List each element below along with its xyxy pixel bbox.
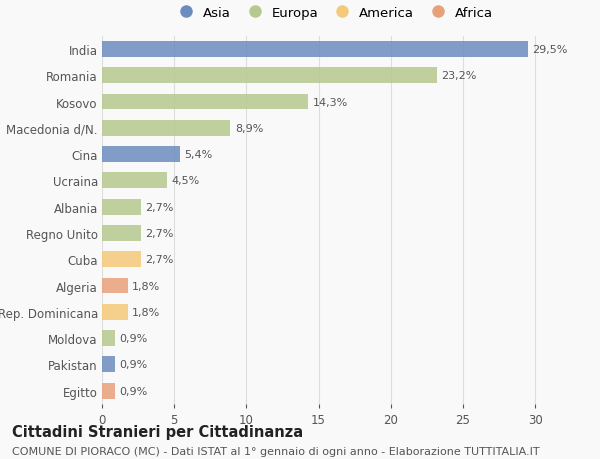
Text: 2,7%: 2,7%	[145, 229, 173, 238]
Text: 5,4%: 5,4%	[184, 150, 212, 160]
Bar	[102, 304, 128, 320]
Legend: Asia, Europa, America, Africa: Asia, Europa, America, Africa	[173, 6, 493, 20]
Text: 14,3%: 14,3%	[313, 97, 348, 107]
Text: 8,9%: 8,9%	[235, 123, 263, 134]
Bar	[102, 252, 141, 268]
Bar	[102, 225, 141, 241]
Text: 1,8%: 1,8%	[133, 307, 161, 317]
Text: 29,5%: 29,5%	[532, 45, 568, 55]
Text: Cittadini Stranieri per Cittadinanza: Cittadini Stranieri per Cittadinanza	[12, 425, 303, 440]
Text: 2,7%: 2,7%	[145, 202, 173, 212]
Bar	[102, 357, 115, 372]
Text: 0,9%: 0,9%	[119, 386, 148, 396]
Bar	[102, 95, 308, 110]
Bar	[102, 383, 115, 399]
Bar	[102, 42, 528, 58]
Bar	[102, 121, 230, 136]
Text: 4,5%: 4,5%	[172, 176, 200, 186]
Bar	[102, 330, 115, 346]
Bar	[102, 199, 141, 215]
Text: 23,2%: 23,2%	[441, 71, 476, 81]
Bar	[102, 278, 128, 294]
Text: 0,9%: 0,9%	[119, 333, 148, 343]
Text: 2,7%: 2,7%	[145, 255, 173, 265]
Text: COMUNE DI PIORACO (MC) - Dati ISTAT al 1° gennaio di ogni anno - Elaborazione TU: COMUNE DI PIORACO (MC) - Dati ISTAT al 1…	[12, 446, 539, 456]
Bar	[102, 68, 437, 84]
Bar	[102, 147, 180, 162]
Bar	[102, 173, 167, 189]
Text: 1,8%: 1,8%	[133, 281, 161, 291]
Text: 0,9%: 0,9%	[119, 359, 148, 369]
